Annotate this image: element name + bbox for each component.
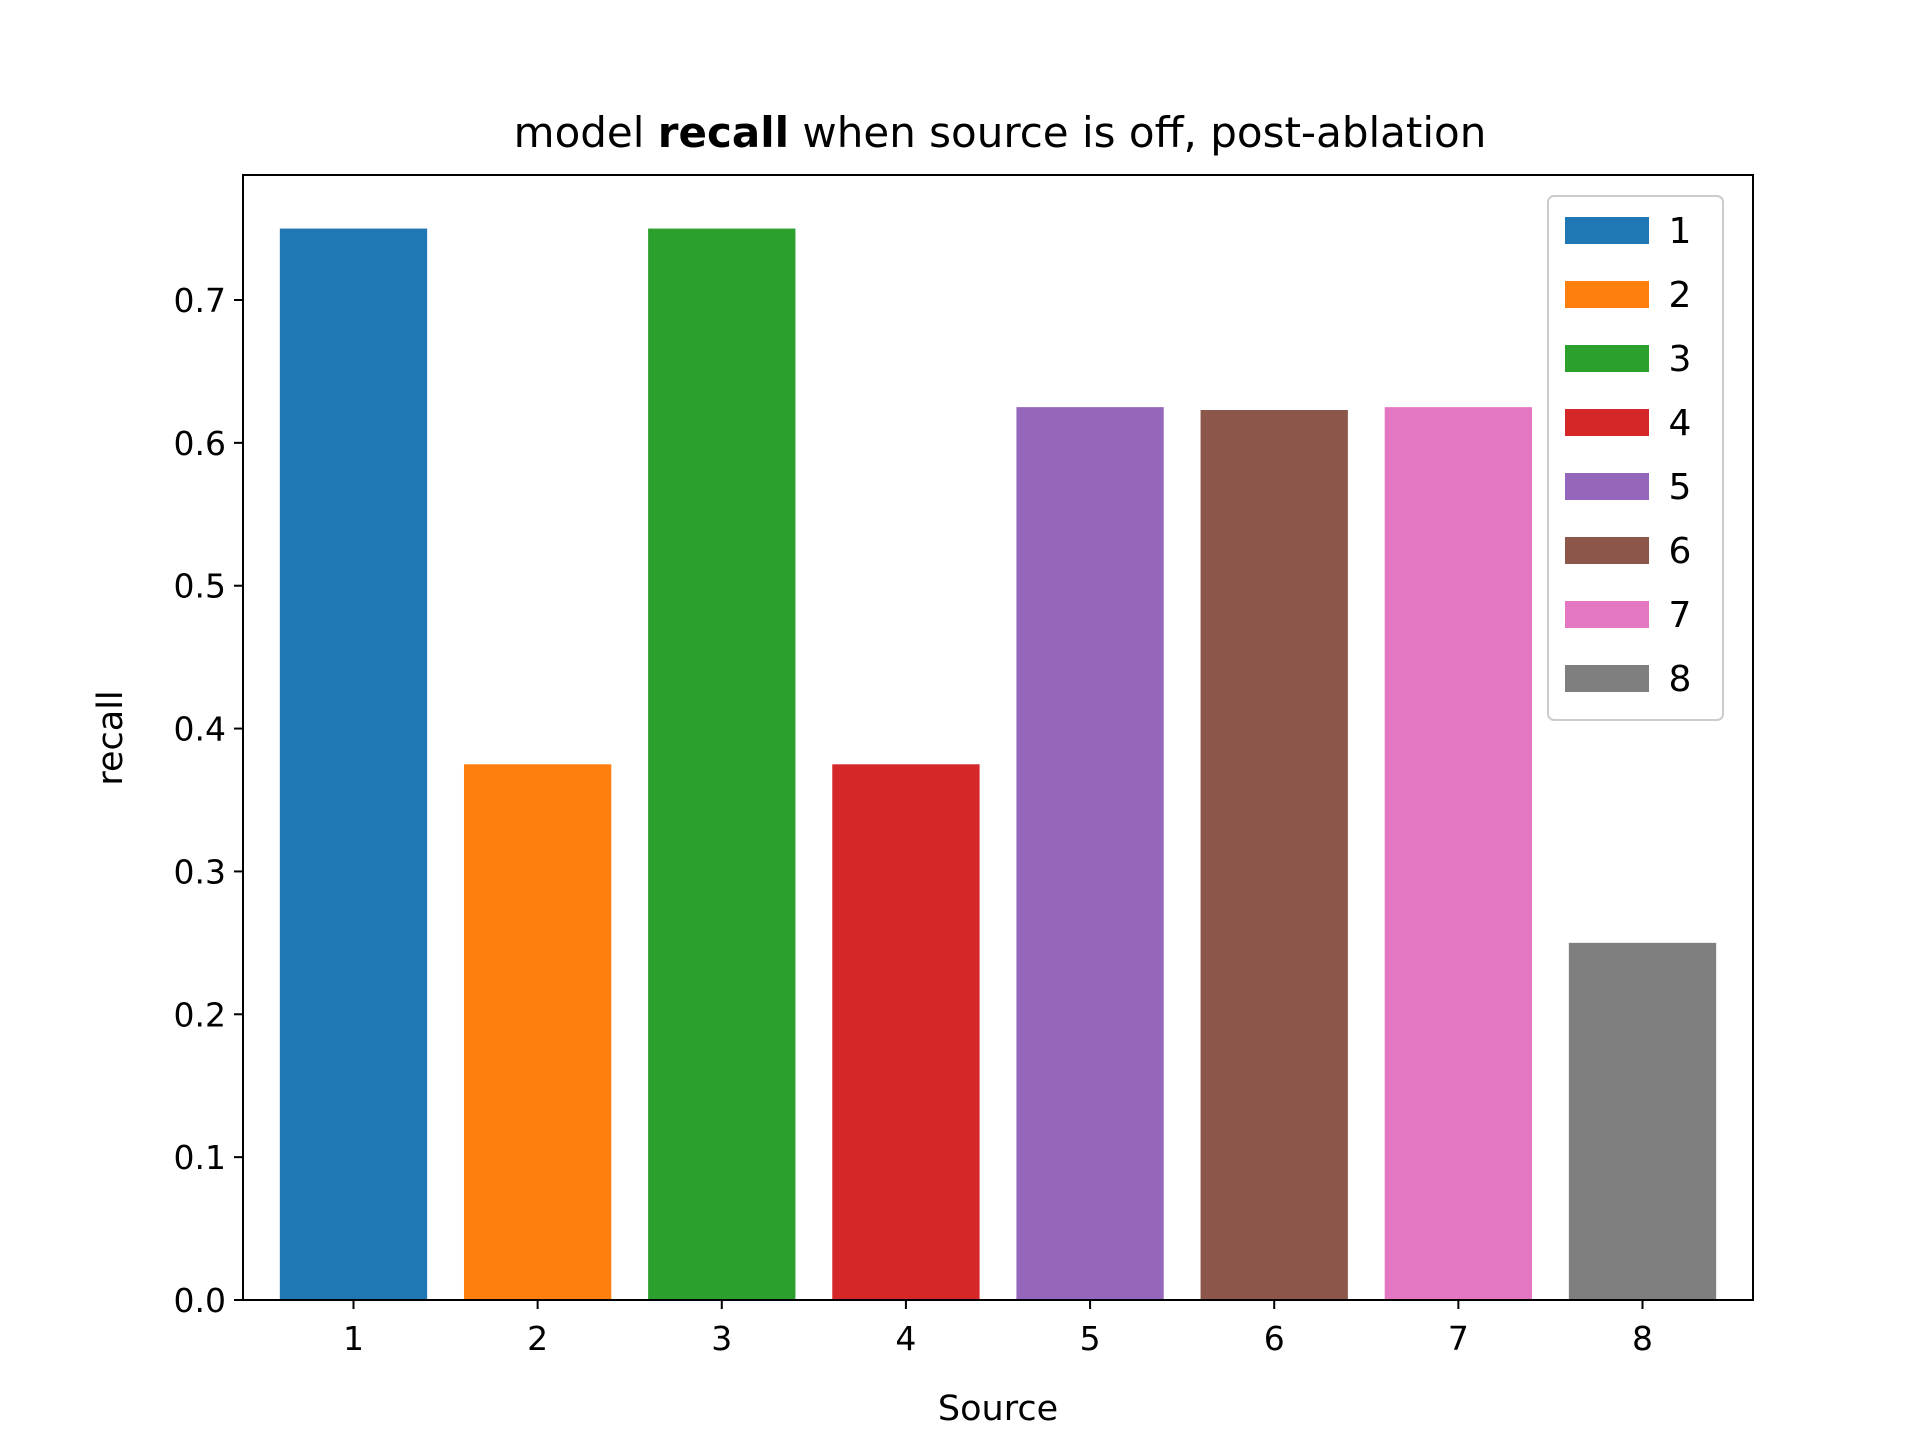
y-tick-label-0: 0.0 (174, 1281, 226, 1320)
y-tick-label-6: 0.6 (174, 424, 226, 463)
bar-2 (463, 764, 612, 1300)
legend-swatch-7 (1565, 601, 1649, 628)
title-suffix: when source is off, post-ablation (789, 108, 1486, 157)
legend-label-8: 8 (1669, 659, 1692, 700)
y-tick-label-5: 0.5 (174, 567, 226, 606)
bar-4 (832, 764, 980, 1300)
bar-7 (1384, 407, 1533, 1301)
bar-3 (648, 228, 796, 1301)
y-tick-label-3: 0.3 (174, 852, 226, 891)
legend: 1 2 3 4 5 6 7 8 (1547, 195, 1724, 721)
x-tick-label-3: 3 (711, 1319, 732, 1358)
legend-swatch-8 (1565, 665, 1649, 692)
legend-label-7: 7 (1669, 595, 1692, 636)
y-tick-label-7: 0.7 (174, 281, 226, 320)
legend-swatch-5 (1565, 473, 1649, 500)
y-tick-label-4: 0.4 (174, 710, 226, 749)
y-tick-label-2: 0.2 (174, 995, 226, 1034)
title-prefix: model (514, 108, 658, 157)
legend-swatch-3 (1565, 345, 1649, 372)
x-axis-label: Source (938, 1389, 1058, 1429)
bar-6 (1200, 410, 1348, 1300)
legend-label-2: 2 (1669, 275, 1692, 316)
bar-1 (279, 228, 428, 1301)
x-tick-label-4: 4 (895, 1319, 916, 1358)
title-bold: recall (658, 108, 789, 157)
legend-swatch-4 (1565, 409, 1649, 436)
plot-frame (242, 174, 1754, 1301)
bar-8 (1568, 942, 1717, 1300)
legend-label-1: 1 (1669, 211, 1692, 252)
y-axis: 0.0 0.1 0.2 0.3 0.4 0.5 0.6 0.7 (174, 281, 243, 1320)
y-tick-label-1: 0.1 (174, 1138, 226, 1177)
x-axis: 1 2 3 4 5 6 7 8 (343, 1300, 1653, 1358)
legend-swatch-6 (1565, 537, 1649, 564)
bar-5 (1016, 407, 1164, 1301)
x-tick-label-7: 7 (1448, 1319, 1469, 1358)
x-tick-label-8: 8 (1632, 1319, 1653, 1358)
legend-swatch-2 (1565, 281, 1649, 308)
legend-swatch-1 (1565, 217, 1649, 244)
x-tick-label-2: 2 (527, 1319, 548, 1358)
x-tick-label-6: 6 (1264, 1319, 1285, 1358)
legend-label-5: 5 (1669, 467, 1692, 508)
chart-title: model recall when source is off, post-ab… (514, 108, 1487, 157)
bars-group (279, 228, 1717, 1301)
legend-frame (1547, 195, 1724, 721)
x-tick-label-1: 1 (343, 1319, 364, 1358)
legend-label-4: 4 (1669, 403, 1692, 444)
y-axis-label: recall (91, 690, 131, 785)
x-tick-label-5: 5 (1080, 1319, 1101, 1358)
legend-label-3: 3 (1669, 339, 1692, 380)
legend-label-6: 6 (1669, 531, 1692, 572)
